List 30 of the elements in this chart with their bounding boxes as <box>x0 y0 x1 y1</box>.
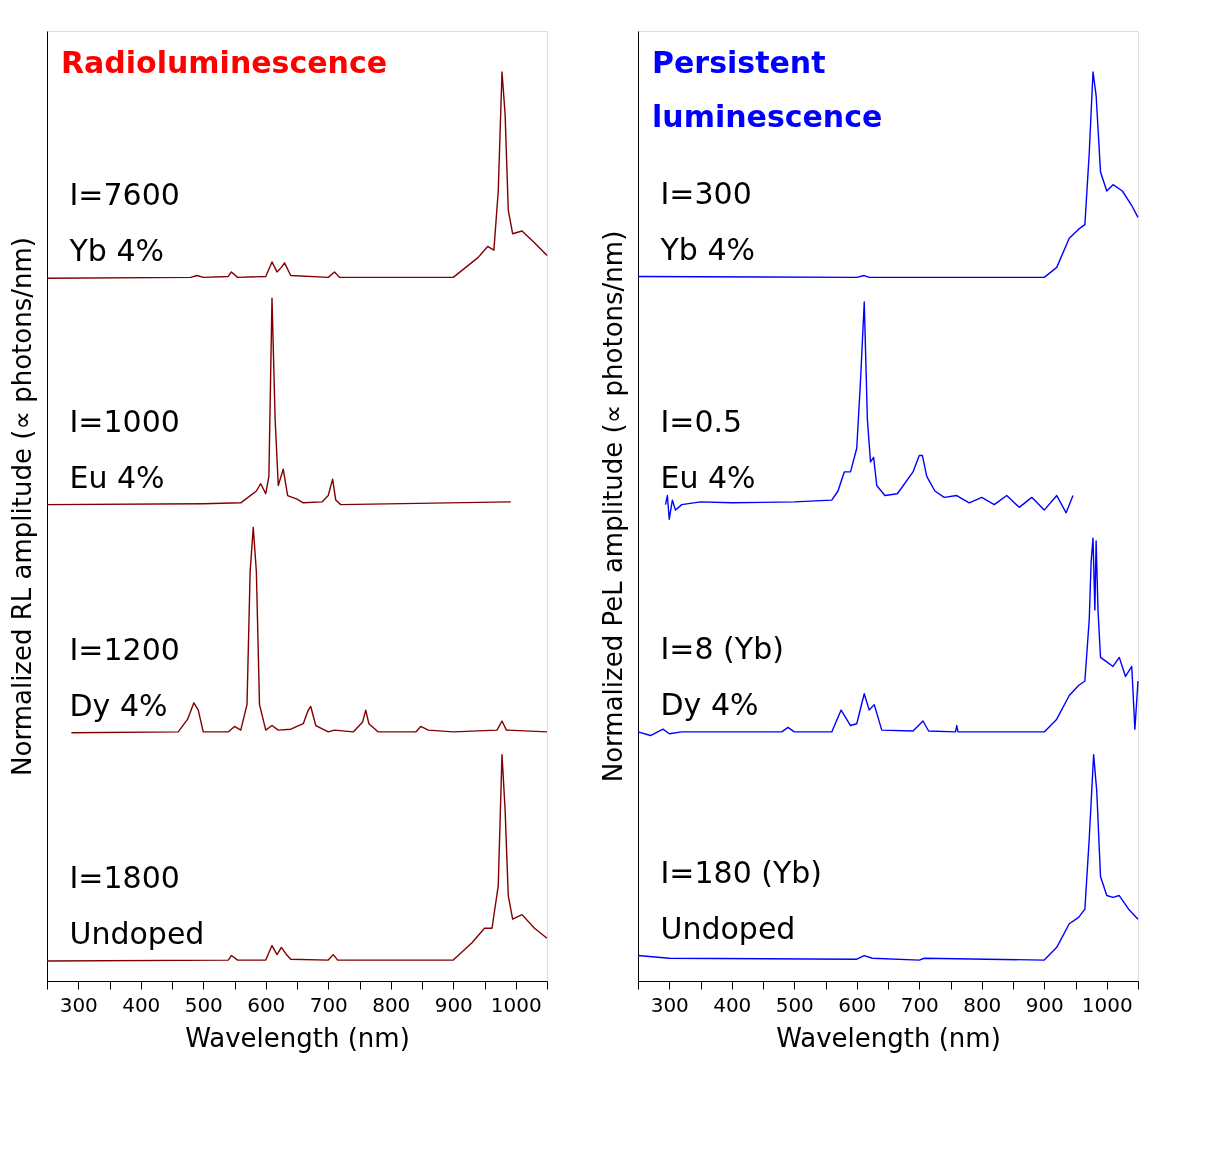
x-tick-label: 800 <box>372 992 411 1017</box>
series-label: I=0.5 Eu 4% <box>660 403 756 495</box>
x-tick-label: 500 <box>775 992 814 1017</box>
series-label: I=8 (Yb) Dy 4% <box>660 631 784 722</box>
x-tick-label: 600 <box>838 992 877 1017</box>
x-tick-label: 900 <box>1025 992 1064 1017</box>
x-tick-label: 900 <box>434 992 473 1017</box>
series-label: I=1200 Dy 4% <box>69 631 180 723</box>
series-label: I=1800 Undoped <box>69 860 205 952</box>
x-tick-label: 500 <box>184 992 223 1017</box>
x-tick-label: 400 <box>713 992 752 1017</box>
x-tick-label: 300 <box>650 992 689 1017</box>
x-tick-label: 800 <box>963 992 1002 1017</box>
x-axis-title: Wavelength (nm) <box>185 1022 410 1053</box>
series-label: I=7600 Yb 4% <box>68 177 180 269</box>
x-tick-label: 700 <box>900 992 939 1017</box>
x-tick-label: 400 <box>122 992 161 1017</box>
y-axis-title: Normalized PeL amplitude (∝ photons/nm) <box>597 230 628 783</box>
chart-title: Persistent luminescence <box>652 45 883 134</box>
x-tick-label: 700 <box>309 992 348 1017</box>
series-label: I=180 (Yb) Undoped <box>660 854 823 946</box>
y-axis-title: Normalized RL amplitude (∝ photons/nm) <box>6 237 37 776</box>
x-tick-label: 300 <box>59 992 98 1017</box>
chart-title: Radioluminescence <box>61 45 388 80</box>
x-axis-title: Wavelength (nm) <box>776 1022 1001 1053</box>
x-tick-label: 600 <box>247 992 286 1017</box>
series-label: I=300 Yb 4% <box>659 175 755 267</box>
series-label: I=1000 Eu 4% <box>69 403 180 495</box>
x-tick-label: 1000 <box>1081 992 1133 1017</box>
x-tick-label: 1000 <box>490 992 542 1017</box>
